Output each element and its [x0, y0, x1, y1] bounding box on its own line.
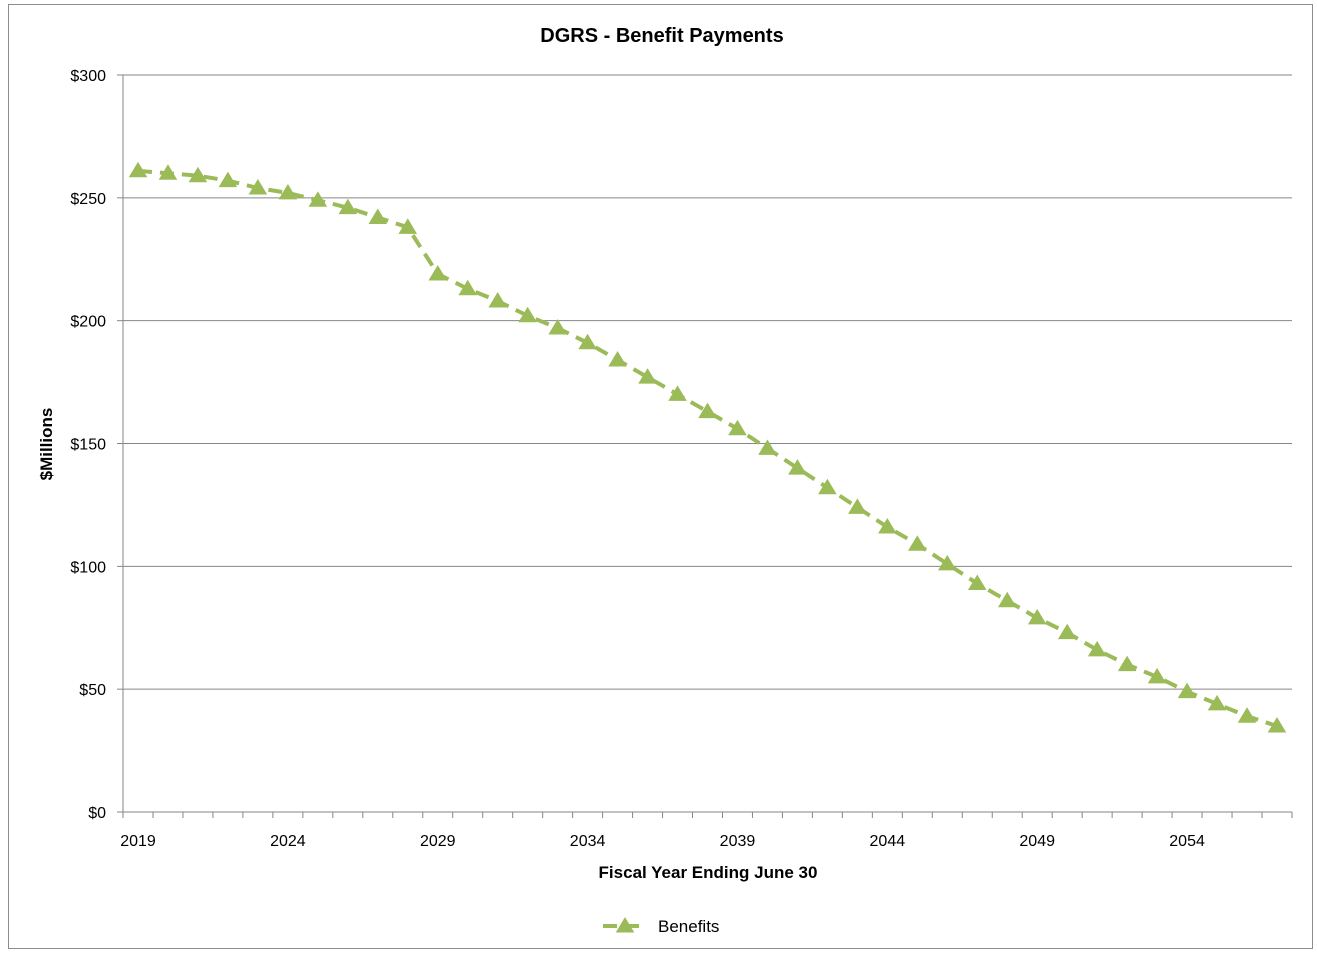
y-tick-label: $50 — [79, 682, 106, 699]
data-point-marker — [668, 385, 687, 401]
y-tick-label: $150 — [70, 437, 106, 454]
data-point-marker — [488, 292, 507, 308]
y-tick-label: $0 — [88, 805, 106, 822]
data-point-marker — [818, 478, 837, 495]
y-tick-label: $100 — [70, 559, 106, 576]
x-tick-label: 2019 — [120, 833, 156, 850]
x-tick-label: 2044 — [870, 833, 906, 850]
x-tick-label: 2039 — [720, 833, 756, 850]
data-point-marker — [458, 279, 477, 296]
data-point-marker — [248, 179, 268, 195]
series-benefits — [128, 161, 1287, 733]
data-point-marker — [188, 166, 208, 183]
data-point-marker — [548, 319, 567, 335]
x-tick-label: 2029 — [420, 833, 456, 850]
y-tick-label: $250 — [70, 191, 106, 208]
data-point-marker — [308, 191, 328, 207]
x-tick-label: 2054 — [1169, 833, 1205, 850]
data-point-marker — [1087, 640, 1107, 657]
y-tick-label: $200 — [70, 314, 106, 331]
data-point-marker — [878, 518, 897, 534]
legend-label-benefits: Benefits — [658, 917, 719, 936]
data-point-marker — [578, 333, 597, 350]
x-tick-label: 2024 — [270, 833, 306, 850]
x-tick-label: 2049 — [1019, 833, 1055, 850]
legend: Benefits — [603, 917, 719, 936]
data-point-marker — [518, 306, 537, 323]
data-point-marker — [1177, 682, 1197, 699]
axes: $0 $50 $100 $150 $200 $250 $300 2019 2024 2029 203… — [70, 68, 1293, 850]
data-point-marker — [428, 265, 448, 281]
data-point-marker — [278, 183, 298, 200]
y-tick-label: $300 — [70, 68, 106, 85]
data-point-marker — [967, 574, 987, 591]
data-point-marker — [788, 459, 807, 475]
data-point-marker — [338, 198, 358, 215]
x-axis-title: Fiscal Year Ending June 30 — [599, 863, 818, 882]
y-axis-title: $Millions — [37, 408, 56, 481]
legend-marker — [615, 917, 635, 933]
data-point-marker — [398, 218, 418, 234]
data-point-marker — [638, 368, 657, 384]
data-point-marker — [1057, 623, 1077, 640]
chart-frame — [8, 4, 1313, 949]
data-point-marker — [1027, 608, 1047, 625]
data-point-marker — [1267, 717, 1287, 733]
x-tick-label: 2034 — [570, 833, 606, 850]
data-point-marker — [997, 591, 1017, 608]
data-point-marker — [908, 535, 927, 551]
data-point-marker — [758, 439, 777, 455]
data-point-marker — [1237, 707, 1257, 723]
data-point-marker — [128, 161, 148, 178]
data-point-marker — [608, 351, 627, 367]
data-point-marker — [938, 554, 957, 571]
data-point-marker — [1147, 667, 1167, 684]
data-point-marker — [848, 498, 867, 514]
gridlines — [123, 74, 1292, 690]
data-point-marker — [368, 208, 388, 224]
data-point-marker — [1207, 694, 1227, 711]
data-point-marker — [158, 164, 178, 180]
data-point-marker — [728, 419, 747, 436]
series-line-benefits — [137, 168, 1278, 728]
legend-swatch-benefits — [603, 917, 647, 933]
data-point-marker — [698, 402, 717, 419]
data-point-marker — [1117, 655, 1137, 672]
data-point-marker — [218, 171, 238, 188]
chart-title: DGRS - Benefit Payments — [540, 25, 783, 47]
